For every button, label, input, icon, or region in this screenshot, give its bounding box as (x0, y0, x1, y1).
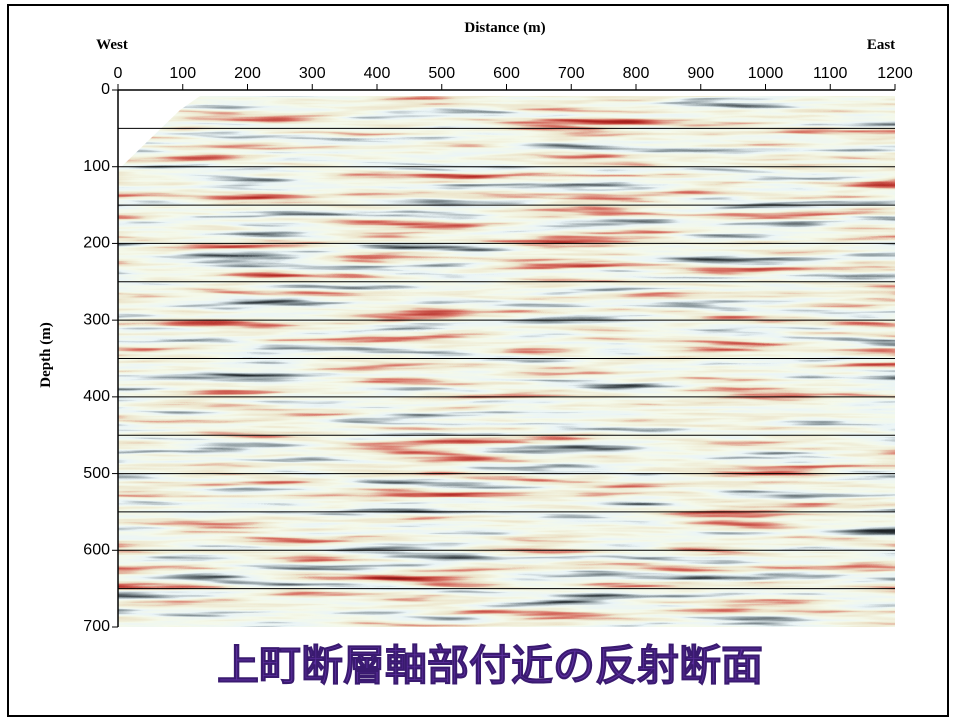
east-label: East (867, 37, 895, 53)
y-tick-label: 300 (83, 311, 110, 328)
x-tick-label: 400 (364, 65, 391, 82)
x-tick-label: 600 (493, 65, 520, 82)
y-tick-label: 700 (83, 618, 110, 635)
x-tick-label: 1000 (748, 65, 784, 82)
x-tick-label: 500 (428, 65, 455, 82)
x-tick-label: 900 (687, 65, 714, 82)
x-tick-label: 100 (169, 65, 196, 82)
x-tick-label: 300 (299, 65, 326, 82)
axes: 0 100 200 300 400 500 600 700 800 900 1000 1100 1200… (83, 65, 913, 635)
west-label: West (96, 37, 128, 53)
x-tick-label: 1100 (813, 65, 848, 82)
x-tick-label: 200 (234, 65, 261, 82)
y-tick-label: 200 (83, 235, 110, 252)
x-tick-label: 700 (558, 65, 585, 82)
y-tick-label: 0 (101, 81, 110, 98)
x-tick-label: 0 (114, 65, 123, 82)
y-axis-label: Depth (m) (38, 322, 54, 387)
caption: 上町断層軸部付近の反射断面 (217, 641, 763, 690)
seismic-image (118, 96, 895, 627)
y-tick-label: 500 (83, 465, 110, 482)
x-tick-label: 1200 (877, 65, 913, 82)
y-tick-label: 100 (83, 158, 110, 175)
y-tick-label: 400 (83, 388, 110, 405)
x-tick-label: 800 (623, 65, 650, 82)
y-tick-label: 600 (83, 542, 110, 559)
x-axis-label: Distance (m) (464, 20, 545, 36)
